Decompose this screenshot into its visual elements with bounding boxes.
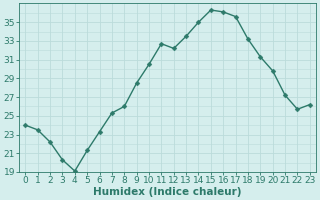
X-axis label: Humidex (Indice chaleur): Humidex (Indice chaleur) [93, 187, 242, 197]
